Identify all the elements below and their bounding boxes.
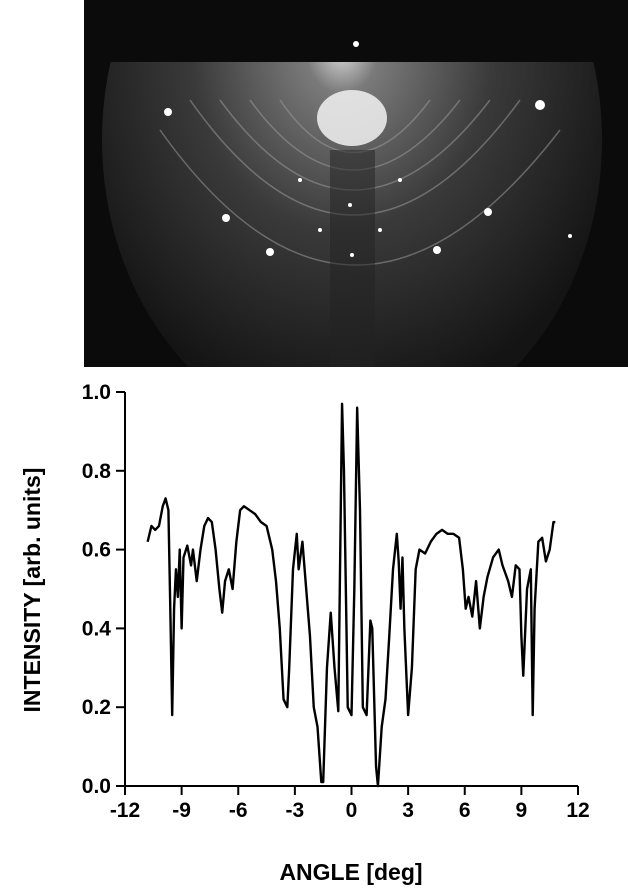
x-tick-label: -6	[229, 799, 248, 822]
y-axis-title: INTENSITY [arb. units]	[19, 468, 45, 713]
diffraction-photo	[84, 0, 628, 367]
y-tick-label: 0.2	[82, 696, 111, 719]
x-tick-label: -3	[286, 799, 305, 822]
y-tick-label: 0.8	[82, 460, 112, 483]
y-tick-label: 0.6	[82, 539, 111, 562]
x-tick-label: 0	[346, 799, 358, 822]
x-tick-label: 12	[566, 799, 589, 822]
x-tick-label: -12	[110, 799, 140, 822]
x-axis-title: ANGLE [deg]	[279, 859, 422, 885]
y-tick-label: 0.4	[82, 617, 112, 640]
x-tick-label: 6	[459, 799, 471, 822]
y-tick-label: 0.0	[82, 775, 111, 798]
x-tick-label: -9	[172, 799, 191, 822]
plot-area: -12 -9 -6 -3 0 3 6 9 12 0.0 0.2 0.4 0.6 0.8 1.0	[82, 381, 590, 822]
x-tick-label: 3	[402, 799, 414, 822]
y-tick-label: 1.0	[82, 381, 111, 404]
data-line	[146, 402, 556, 788]
x-tick-label: 9	[516, 799, 528, 822]
